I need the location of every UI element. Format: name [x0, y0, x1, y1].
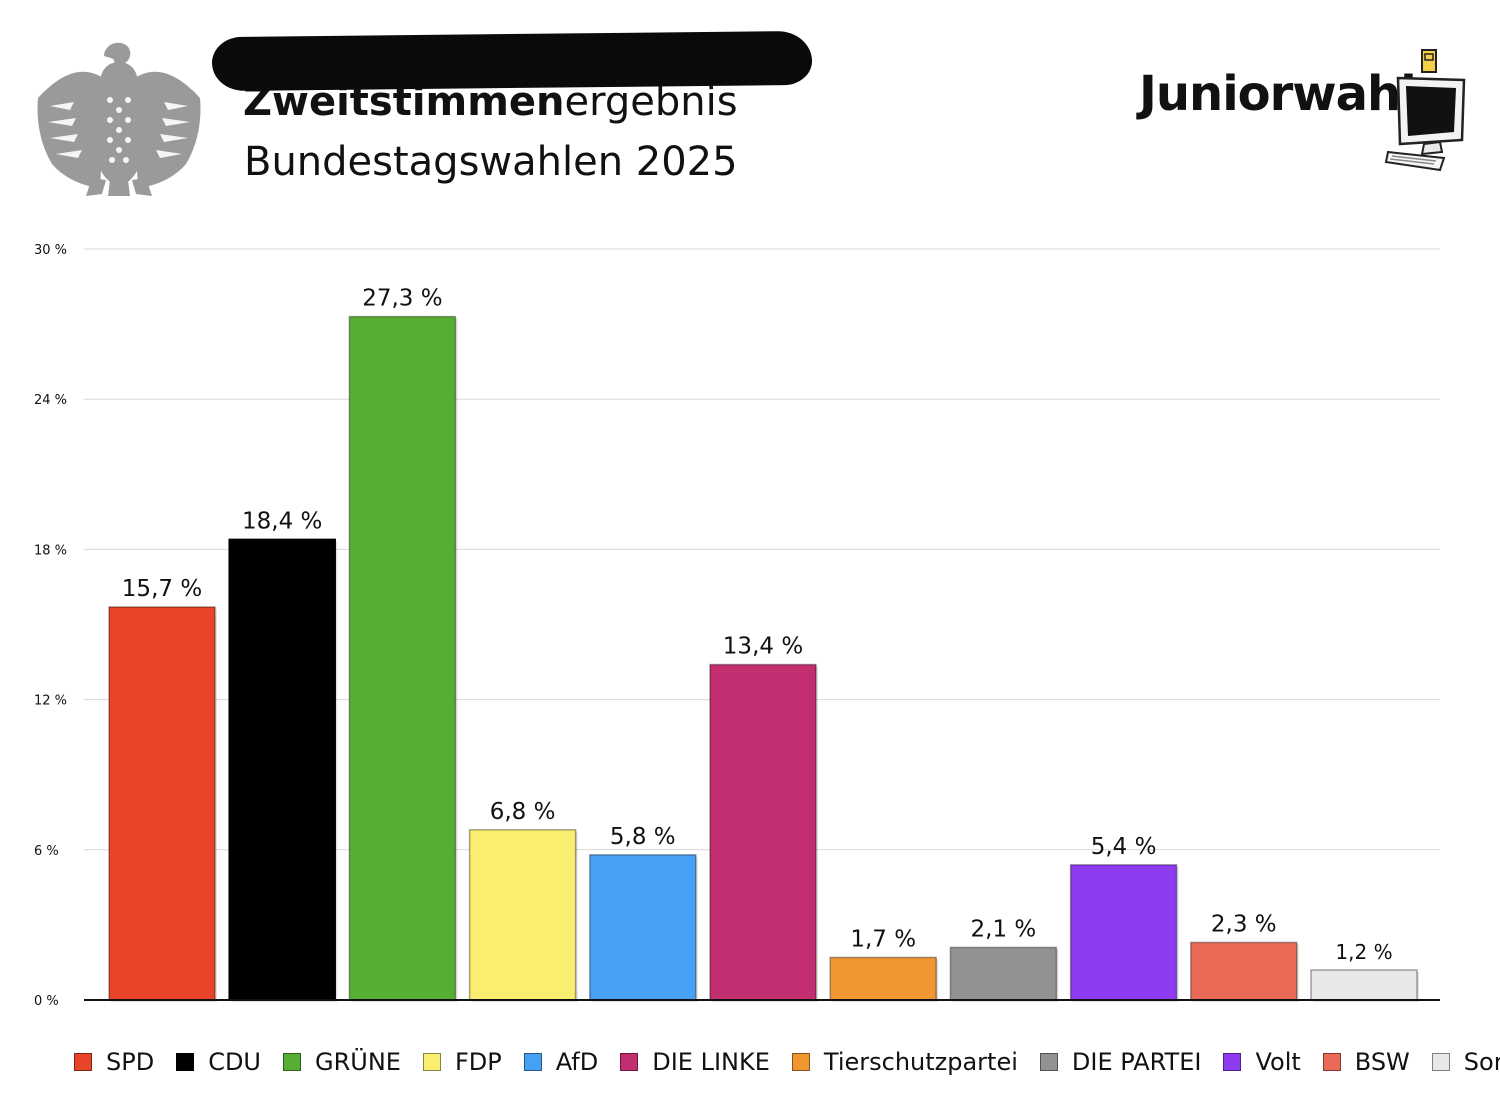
data-label: 6,8 %	[490, 799, 556, 825]
y-tick-label: 6 %	[34, 844, 59, 859]
bar	[589, 854, 697, 1001]
legend-item: CDU	[176, 1048, 261, 1076]
bar	[709, 663, 817, 1001]
legend-swatch	[791, 1053, 810, 1071]
legend-label: Sonstige	[1463, 1048, 1500, 1076]
legend-swatch	[176, 1053, 195, 1071]
legend-swatch	[523, 1053, 542, 1071]
legend-swatch	[74, 1053, 92, 1071]
data-label: 13,4 %	[723, 634, 803, 660]
bar	[348, 315, 457, 1001]
legend-label: DIE LINKE	[652, 1048, 770, 1076]
data-label: 15,7 %	[122, 576, 202, 602]
legend-label: BSW	[1354, 1048, 1410, 1076]
bar	[108, 606, 216, 1001]
data-label: 5,8 %	[610, 824, 676, 850]
legend-swatch	[1322, 1053, 1341, 1071]
legend-label: GRÜNE	[315, 1048, 401, 1076]
juniorwahl-logo: Juniorwahl	[1139, 66, 1417, 122]
legend-swatch	[1039, 1053, 1058, 1071]
page-subtitle: Bundestagswahlen 2025	[244, 139, 738, 185]
federal-eagle-icon	[37, 42, 201, 196]
legend-label: AfD	[555, 1048, 599, 1076]
legend-swatch	[1431, 1053, 1450, 1071]
data-label: 1,7 %	[850, 926, 916, 952]
legend-item: SPD	[74, 1048, 154, 1076]
data-label: 1,2 %	[1335, 940, 1392, 964]
bar	[829, 956, 937, 1001]
legend-swatch	[422, 1053, 441, 1071]
legend-swatch	[283, 1053, 301, 1071]
legend-item: AfD	[523, 1048, 599, 1076]
bar	[949, 946, 1058, 1001]
y-tick-label: 30 %	[34, 243, 67, 258]
legend-item: BSW	[1322, 1048, 1410, 1076]
legend-label: CDU	[208, 1048, 261, 1076]
legend-item: Sonstige	[1431, 1048, 1500, 1076]
data-label: 5,4 %	[1091, 834, 1157, 860]
computer-monitor-icon	[1384, 49, 1466, 172]
y-tick-label: 12 %	[34, 694, 67, 709]
data-label: 18,4 %	[242, 508, 322, 534]
redaction-marker	[211, 30, 813, 92]
legend-label: DIE PARTEI	[1071, 1048, 1202, 1076]
legend-swatch	[620, 1053, 639, 1071]
y-tick-label: 0 %	[34, 994, 59, 1009]
legend-label: SPD	[106, 1048, 155, 1076]
y-tick-label: 18 %	[34, 543, 67, 558]
chart-legend: SPD CDU GRÜNE FDP AfD DIE LINKE Tierschutzpart…	[74, 1042, 1500, 1082]
legend-item: FDP	[422, 1048, 502, 1076]
data-label: 2,1 %	[971, 916, 1037, 942]
legend-item: DIE LINKE	[620, 1048, 770, 1076]
legend-item: GRÜNE	[283, 1048, 401, 1076]
legend-item: DIE PARTEI	[1039, 1048, 1202, 1076]
data-label: 27,3 %	[362, 286, 442, 312]
data-label: 2,3 %	[1211, 911, 1277, 937]
bar	[1190, 941, 1298, 1001]
bar	[1310, 969, 1418, 1001]
bar	[1069, 864, 1178, 1001]
legend-item: Volt	[1223, 1048, 1301, 1076]
legend-label: Volt	[1255, 1048, 1301, 1076]
bar	[228, 538, 336, 1001]
bar	[468, 829, 577, 1001]
legend-item: Tierschutzpartei	[791, 1048, 1018, 1076]
legend-label: Tierschutzpartei	[823, 1048, 1018, 1076]
y-tick-label: 24 %	[34, 393, 67, 408]
bar-chart: 15,7 % 18,4 % 27,3 % 6,8 % 5,8 % 13,4 % 1,7 % 2…	[34, 243, 1440, 1009]
legend-label: FDP	[454, 1048, 502, 1076]
legend-swatch	[1223, 1053, 1242, 1071]
